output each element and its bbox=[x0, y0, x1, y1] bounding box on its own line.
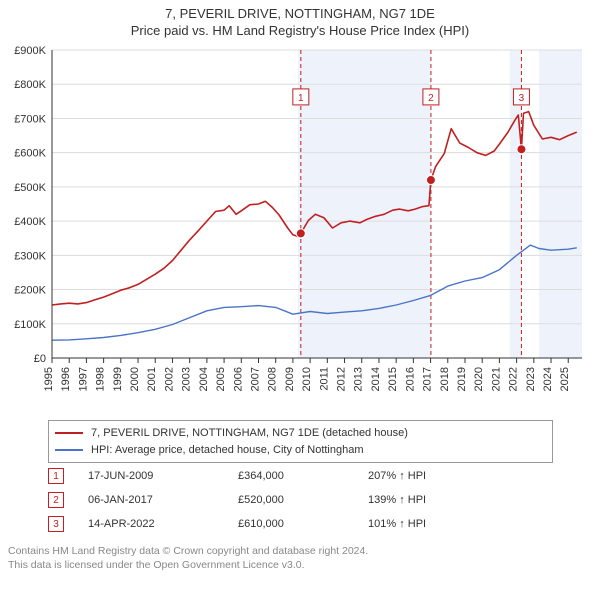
legend-item: HPI: Average price, detached house, City… bbox=[55, 442, 546, 459]
svg-text:£600K: £600K bbox=[14, 148, 46, 160]
sale-row: 3 14-APR-2022£610,000101% ↑ HPI bbox=[48, 512, 553, 536]
sale-hpi: 101% ↑ HPI bbox=[368, 518, 426, 530]
sale-price: £520,000 bbox=[238, 494, 368, 506]
svg-text:2000: 2000 bbox=[129, 367, 141, 391]
svg-text:1996: 1996 bbox=[60, 367, 72, 391]
svg-text:2002: 2002 bbox=[163, 367, 175, 391]
svg-text:2017: 2017 bbox=[422, 367, 434, 391]
sale-date: 17-JUN-2009 bbox=[88, 470, 238, 482]
svg-text:2011: 2011 bbox=[318, 367, 330, 391]
svg-text:2015: 2015 bbox=[387, 367, 399, 391]
svg-text:2: 2 bbox=[428, 93, 434, 104]
svg-text:2004: 2004 bbox=[198, 367, 210, 391]
svg-text:2019: 2019 bbox=[456, 367, 468, 391]
svg-text:2022: 2022 bbox=[508, 367, 520, 391]
footer-line-2: This data is licensed under the Open Gov… bbox=[8, 558, 592, 572]
svg-text:2009: 2009 bbox=[284, 367, 296, 391]
legend-label: 7, PEVERIL DRIVE, NOTTINGHAM, NG7 1DE (d… bbox=[91, 425, 408, 442]
legend: 7, PEVERIL DRIVE, NOTTINGHAM, NG7 1DE (d… bbox=[48, 420, 553, 463]
svg-text:2018: 2018 bbox=[439, 367, 451, 391]
svg-text:£900K: £900K bbox=[14, 45, 46, 57]
svg-text:2001: 2001 bbox=[146, 367, 158, 391]
footer-line-1: Contains HM Land Registry data © Crown c… bbox=[8, 544, 592, 558]
sale-row: 1 17-JUN-2009£364,000207% ↑ HPI bbox=[48, 464, 553, 488]
title-line-2: Price paid vs. HM Land Registry's House … bbox=[0, 23, 600, 40]
sale-date: 14-APR-2022 bbox=[88, 518, 238, 530]
svg-text:£0: £0 bbox=[34, 353, 46, 365]
legend-item: 7, PEVERIL DRIVE, NOTTINGHAM, NG7 1DE (d… bbox=[55, 425, 546, 442]
svg-text:2021: 2021 bbox=[490, 367, 502, 391]
svg-text:2013: 2013 bbox=[353, 367, 365, 391]
svg-text:£300K: £300K bbox=[14, 250, 46, 262]
svg-text:2008: 2008 bbox=[267, 367, 279, 391]
svg-text:2016: 2016 bbox=[404, 367, 416, 391]
svg-text:£200K: £200K bbox=[14, 285, 46, 297]
footer-attribution: Contains HM Land Registry data © Crown c… bbox=[8, 544, 592, 572]
svg-text:£500K: £500K bbox=[14, 182, 46, 194]
svg-text:2005: 2005 bbox=[215, 367, 227, 391]
sale-row: 2 06-JAN-2017£520,000139% ↑ HPI bbox=[48, 488, 553, 512]
svg-text:2024: 2024 bbox=[542, 367, 554, 391]
sales-table: 1 17-JUN-2009£364,000207% ↑ HPI 2 06-JAN-20… bbox=[48, 464, 553, 536]
svg-text:£400K: £400K bbox=[14, 216, 46, 228]
svg-text:2006: 2006 bbox=[232, 367, 244, 391]
svg-text:2010: 2010 bbox=[301, 367, 313, 391]
svg-text:2020: 2020 bbox=[473, 367, 485, 391]
svg-text:1995: 1995 bbox=[43, 367, 55, 391]
legend-swatch bbox=[55, 432, 83, 434]
sale-price: £610,000 bbox=[238, 518, 368, 530]
legend-swatch bbox=[55, 449, 83, 451]
sale-hpi: 139% ↑ HPI bbox=[368, 494, 426, 506]
svg-text:2012: 2012 bbox=[336, 367, 348, 391]
sale-date: 06-JAN-2017 bbox=[88, 494, 238, 506]
svg-text:2003: 2003 bbox=[181, 367, 193, 391]
svg-text:2014: 2014 bbox=[370, 367, 382, 391]
sale-price: £364,000 bbox=[238, 470, 368, 482]
sale-hpi: 207% ↑ HPI bbox=[368, 470, 426, 482]
sale-marker-icon: 2 bbox=[48, 492, 64, 508]
svg-text:2025: 2025 bbox=[559, 367, 571, 391]
svg-text:£700K: £700K bbox=[14, 113, 46, 125]
svg-text:2023: 2023 bbox=[525, 367, 537, 391]
svg-text:£800K: £800K bbox=[14, 79, 46, 91]
svg-text:1998: 1998 bbox=[95, 367, 107, 391]
svg-text:2007: 2007 bbox=[249, 367, 261, 391]
sale-marker-icon: 3 bbox=[48, 516, 64, 532]
svg-text:1999: 1999 bbox=[112, 367, 124, 391]
chart-title: 7, PEVERIL DRIVE, NOTTINGHAM, NG7 1DE Pr… bbox=[0, 0, 600, 40]
sale-marker-icon: 1 bbox=[48, 468, 64, 484]
svg-text:3: 3 bbox=[519, 93, 525, 104]
legend-label: HPI: Average price, detached house, City… bbox=[91, 442, 364, 459]
svg-text:£100K: £100K bbox=[14, 319, 46, 331]
chart-svg: £0 £100K £200K £300K £400K £500K £600K £700K £80… bbox=[8, 44, 592, 414]
svg-text:1997: 1997 bbox=[77, 367, 89, 391]
title-line-1: 7, PEVERIL DRIVE, NOTTINGHAM, NG7 1DE bbox=[0, 6, 600, 23]
price-chart: £0 £100K £200K £300K £400K £500K £600K £700K £80… bbox=[8, 44, 592, 414]
svg-text:1: 1 bbox=[298, 93, 304, 104]
